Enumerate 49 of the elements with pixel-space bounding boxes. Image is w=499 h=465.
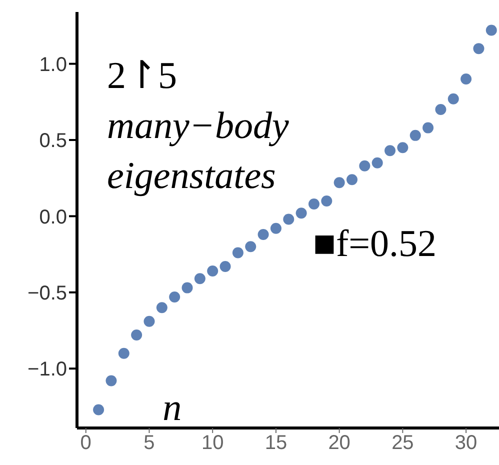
- y-tick-label: −0.5: [28, 282, 67, 304]
- point: [460, 74, 472, 85]
- point: [334, 177, 345, 188]
- x-tick-label: 10: [201, 432, 224, 454]
- annotation: ■f=0.52: [313, 222, 437, 266]
- point: [283, 214, 294, 225]
- y-tick-label: 1.0: [39, 54, 67, 76]
- point: [144, 316, 155, 327]
- point: [308, 198, 320, 210]
- point: [207, 266, 218, 277]
- point: [384, 145, 396, 156]
- x-tick-label: 20: [328, 432, 350, 454]
- point: [156, 302, 168, 314]
- point: [258, 228, 269, 240]
- point: [106, 375, 117, 386]
- point: [397, 142, 408, 154]
- point: [182, 282, 193, 294]
- point: [194, 273, 206, 284]
- y-tick-label: −1.0: [28, 358, 67, 381]
- point: [93, 404, 104, 416]
- point: [245, 241, 256, 252]
- x-tick-label: 15: [264, 432, 288, 454]
- point: [118, 348, 130, 359]
- x-tick-label: 5: [144, 432, 155, 454]
- point: [220, 260, 231, 272]
- x-tick-label: 25: [392, 432, 414, 454]
- annotation: many−body: [107, 104, 289, 148]
- point: [372, 157, 383, 168]
- annotation: 2↾5: [107, 54, 177, 98]
- point: [435, 104, 446, 116]
- point: [169, 291, 180, 302]
- point: [422, 122, 434, 134]
- x-tick-label: 30: [454, 432, 478, 454]
- x-axis-title: n: [162, 387, 182, 429]
- point: [296, 208, 307, 219]
- y-tick-label: 0.0: [39, 206, 67, 228]
- point: [131, 330, 142, 341]
- point: [359, 160, 370, 172]
- point: [473, 43, 484, 54]
- point: [448, 93, 459, 104]
- point: [486, 24, 497, 36]
- y-tick-label: 0.5: [39, 130, 67, 152]
- point: [346, 174, 358, 186]
- annotation: eigenstates: [107, 154, 276, 198]
- point: [270, 222, 282, 234]
- point: [232, 247, 244, 258]
- point: [410, 130, 421, 141]
- point: [321, 195, 332, 206]
- x-tick-label: 0: [80, 432, 92, 454]
